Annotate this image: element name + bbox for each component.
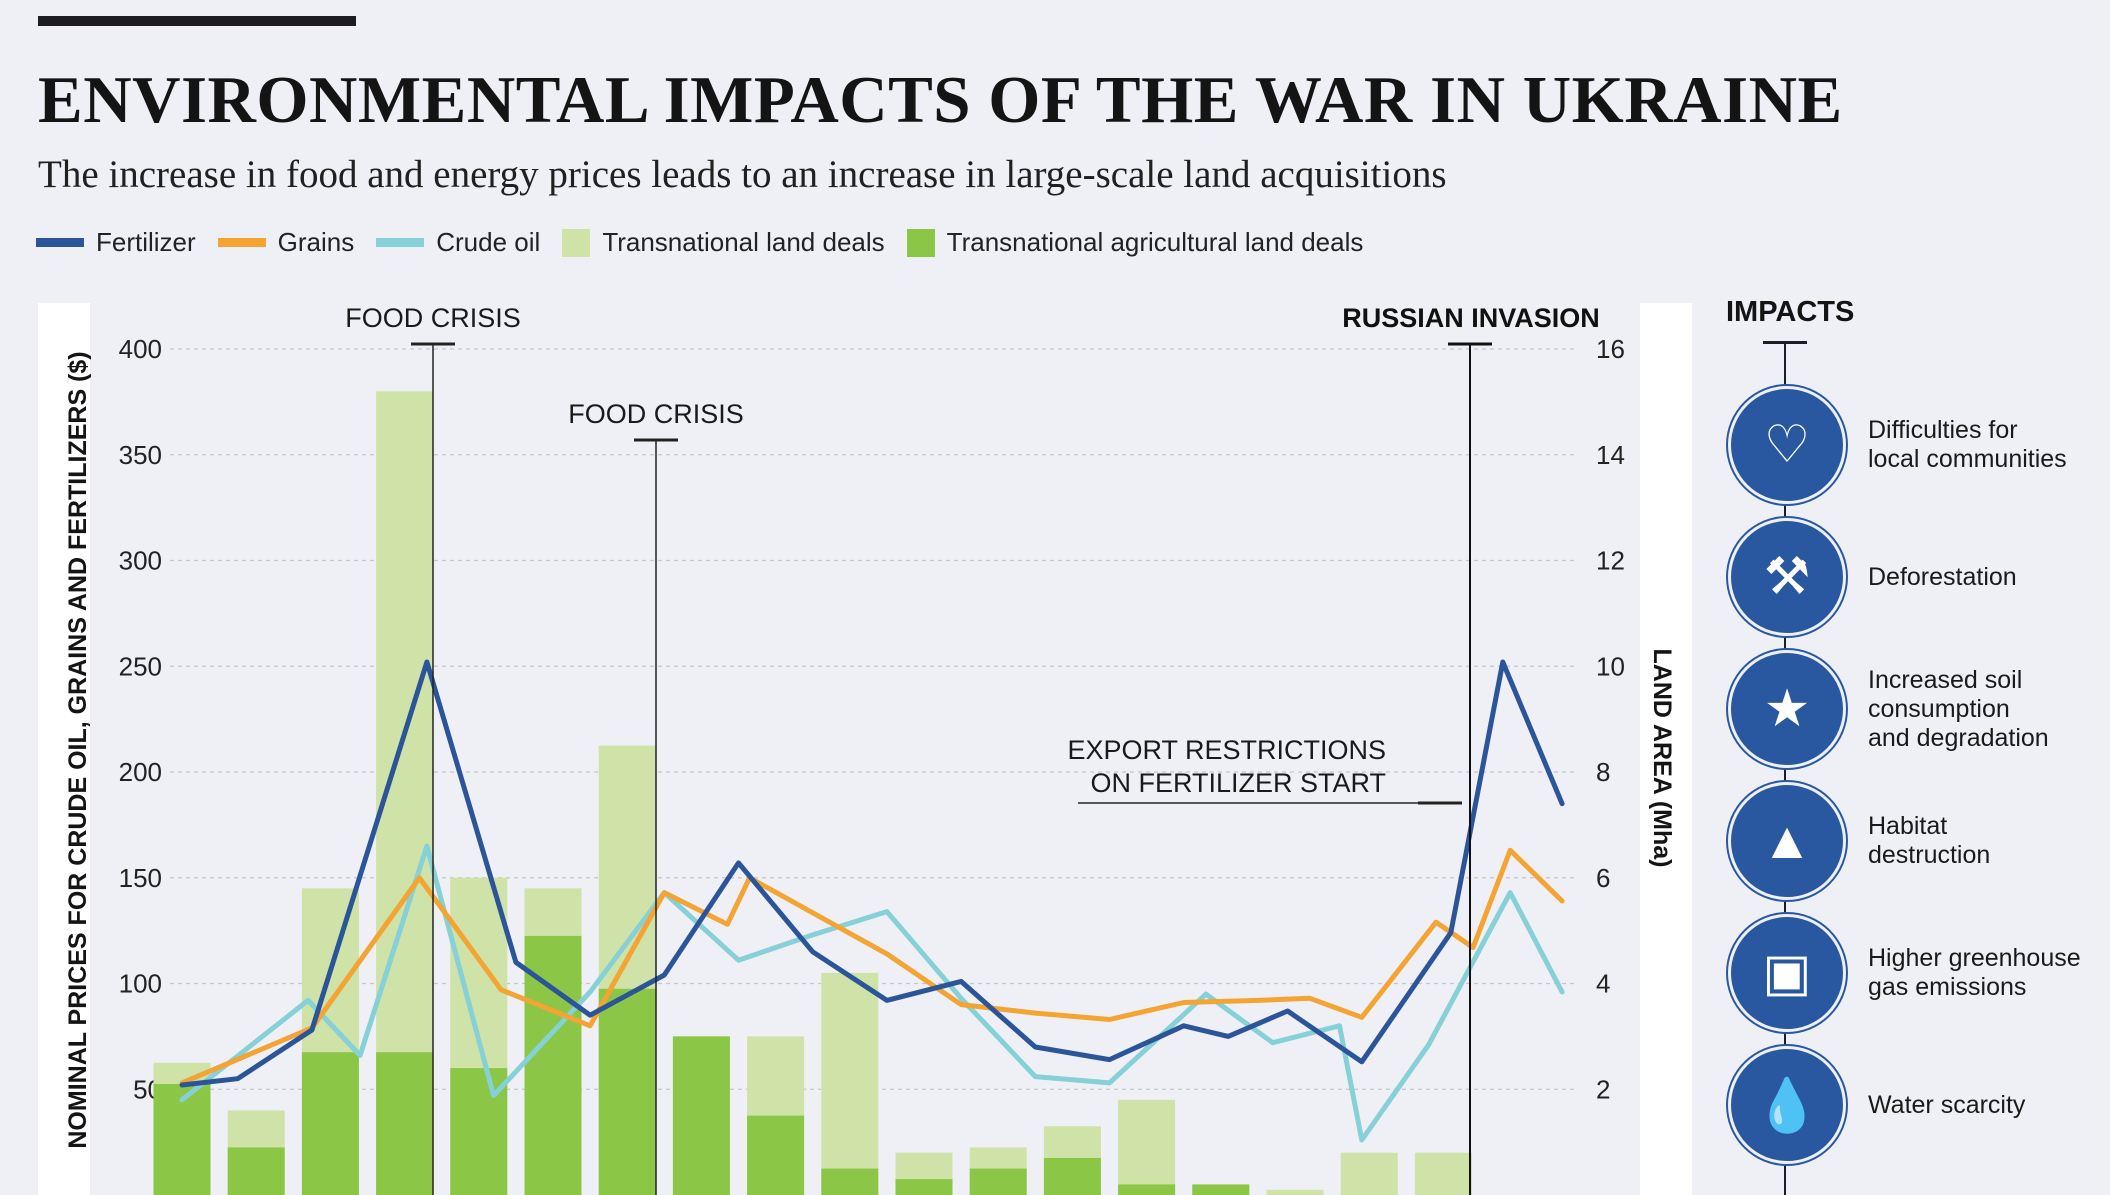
legend-item-crude-oil: Crude oil [376,227,540,258]
impact-item-soil: ★ Increased soil consumption and degrada… [1728,650,2098,768]
legend-label-agri-land-deals: Transnational agricultural land deals [946,227,1364,257]
bar-agri-land-deals [821,1168,879,1195]
export-restrictions-line1: EXPORT RESTRICTIONS [1067,735,1386,765]
bar-agri-land-deals [969,1168,1027,1195]
impact-label: Difficulties for local communities [1868,416,2067,473]
legend-swatch-agri-land-deals [906,228,935,257]
impact-item-deforestation: ⚒ Deforestation [1728,518,2098,636]
bar-agri-land-deals [598,988,656,1195]
impact-label: Higher greenhouse gas emissions [1868,944,2081,1001]
right-tick-label: 16 [1596,334,1625,364]
legend-item-grains: Grains [217,227,355,258]
left-tick-label: 250 [119,651,162,681]
burning-trees-icon: ▲ [1728,782,1846,900]
legend-item-land-deals: Transnational land deals [562,227,885,258]
left-tick-label: 300 [119,546,162,576]
impacts-connector-line [1784,341,1786,1195]
impact-item-water: 💧 Water scarcity [1728,1046,2098,1164]
right-tick-label: 8 [1596,757,1610,787]
left-tick-label: 350 [119,440,162,470]
right-tick-label: 10 [1596,651,1625,681]
page-title: ENVIRONMENTAL IMPACTS OF THE WAR IN UKRA… [38,63,1843,137]
food-crisis-1-label: FOOD CRISIS [345,303,521,333]
annotation-layer: FOOD CRISIS FOOD CRISIS RUSSIAN INVASION… [345,303,1600,1195]
right-tick-label: 4 [1596,969,1610,999]
bar-land-deals [1414,1152,1472,1195]
impact-item-local-communities: ♡ Difficulties for local communities [1728,386,2098,504]
bar-agri-land-deals [1192,1184,1250,1195]
left-tick-label: 400 [119,334,162,364]
chart-legend: Fertilizer Grains Crude oil Transnationa… [36,227,1385,258]
impact-label: Habitat destruction [1868,812,1991,869]
left-tick-label: 100 [119,969,162,999]
bar-agri-land-deals [1043,1157,1101,1195]
impact-item-emissions: ▣ Higher greenhouse gas emissions [1728,914,2098,1032]
excavator-forest-icon: ⚒ [1728,518,1846,636]
right-tick-label: 12 [1596,546,1625,576]
export-restrictions-line2: ON FERTILIZER START [1090,768,1386,798]
page-subtitle: The increase in food and energy prices l… [38,153,1447,196]
impact-label: Increased soil consumption and degradati… [1868,665,2049,752]
impacts-title: IMPACTS [1726,296,1855,328]
top-rule [38,16,356,26]
impact-label: Deforestation [1868,562,2017,591]
legend-swatch-fertilizer [36,238,84,247]
line-grains [179,847,1565,1086]
cracked-soil-tree-icon: ★ [1728,650,1846,768]
line-crude-oil [179,843,1565,1143]
bar-land-deals [1266,1189,1324,1195]
line-fertilizer [179,659,1565,1088]
impacts-connector-cap [1763,341,1807,344]
right-tick-label: 14 [1596,440,1625,470]
bar-land-deals [1340,1152,1398,1195]
bar-agri-land-deals [895,1179,953,1195]
right-tick-label: 2 [1596,1074,1610,1104]
right-axis-strip [1640,303,1692,1195]
russian-invasion-label: RUSSIAN INVASION [1342,303,1600,333]
line-layer [179,659,1565,1143]
left-tick-label: 150 [119,863,162,893]
dripping-tap-icon: 💧 [1728,1046,1846,1164]
factory-emissions-icon: ▣ [1728,914,1846,1032]
bar-agri-land-deals [227,1147,285,1195]
bar-land-deals [821,972,879,1195]
bar-agri-land-deals [524,935,582,1195]
legend-label-fertilizer: Fertilizer [96,227,196,257]
left-axis-strip [38,303,90,1195]
bar-agri-land-deals [672,1036,730,1195]
legend-label-crude-oil: Crude oil [436,227,541,257]
impact-item-habitat: ▲ Habitat destruction [1728,782,2098,900]
legend-swatch-land-deals [562,228,591,257]
bar-agri-land-deals [1118,1184,1176,1195]
bar-agri-land-deals [153,1083,211,1195]
legend-swatch-grains [217,238,266,247]
left-tick-label: 200 [119,757,162,787]
bar-agri-land-deals [747,1115,805,1195]
impact-label: Water scarcity [1868,1090,2026,1119]
legend-swatch-crude-oil [376,238,425,247]
bar-agri-land-deals [376,1052,434,1195]
legend-label-grains: Grains [277,227,355,257]
legend-item-fertilizer: Fertilizer [36,227,196,258]
hands-community-icon: ♡ [1728,386,1846,504]
legend-label-land-deals: Transnational land deals [602,227,885,257]
food-crisis-2-label: FOOD CRISIS [568,399,744,429]
right-tick-label: 6 [1596,863,1610,893]
bar-agri-land-deals [301,1052,359,1195]
legend-item-agri-land-deals: Transnational agricultural land deals [906,227,1364,258]
bar-land-deals [1118,1099,1176,1195]
bar-layer [153,391,1472,1195]
